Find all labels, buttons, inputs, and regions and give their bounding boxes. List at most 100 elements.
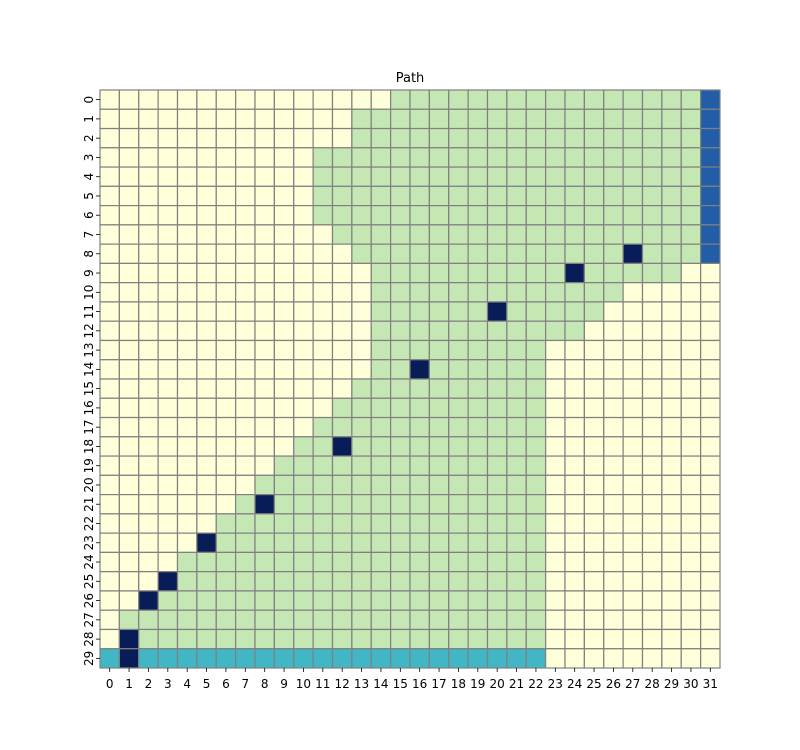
heatmap-cell	[641, 474, 663, 496]
heatmap-cell	[370, 108, 392, 130]
heatmap-cell	[312, 243, 334, 264]
heatmap-cell	[583, 648, 605, 669]
heatmap-cell	[545, 166, 566, 187]
heatmap-cell	[564, 224, 585, 245]
heatmap-cell	[254, 455, 275, 476]
y-tick-label: 24	[82, 554, 96, 569]
heatmap-cell	[273, 532, 295, 554]
heatmap-cell	[157, 590, 179, 611]
heatmap-cell	[273, 243, 295, 264]
heatmap-cell	[196, 474, 217, 496]
heatmap-cell	[506, 378, 527, 399]
heatmap-cell	[428, 397, 450, 419]
y-tick-label: 10	[82, 285, 96, 300]
heatmap-cell	[486, 320, 508, 342]
heatmap-cell	[409, 416, 430, 438]
heatmap-cell	[254, 262, 275, 284]
heatmap-cell	[196, 628, 217, 650]
heatmap-cell	[603, 359, 624, 380]
heatmap-cell	[99, 628, 120, 650]
heatmap-cell	[138, 436, 159, 457]
heatmap-cell	[409, 224, 430, 245]
heatmap-cell	[603, 609, 624, 631]
heatmap-cell	[351, 474, 372, 496]
heatmap-cell	[603, 147, 624, 168]
heatmap-cell	[370, 205, 392, 226]
heatmap-cell	[506, 243, 527, 264]
heatmap-cell	[157, 243, 179, 264]
heatmap-cell	[390, 474, 411, 496]
heatmap-cell	[176, 185, 198, 207]
heatmap-cell	[293, 359, 314, 380]
heatmap-cell	[700, 436, 721, 457]
y-tick-label: 4	[82, 173, 96, 181]
heatmap-cell	[235, 628, 256, 650]
x-tick-label: 17	[431, 677, 446, 691]
heatmap-cell	[680, 551, 702, 573]
y-tick-label: 14	[82, 362, 96, 377]
heatmap-cell	[273, 571, 295, 592]
path-point-cell	[118, 648, 140, 669]
heatmap-cell	[351, 590, 372, 611]
heatmap-cell	[157, 301, 179, 322]
heatmap-cell	[680, 205, 702, 226]
heatmap-cell	[215, 532, 237, 554]
heatmap-cell	[583, 205, 605, 226]
heatmap-cell	[351, 108, 372, 130]
heatmap-cell	[622, 378, 644, 399]
heatmap-cell	[138, 185, 159, 207]
heatmap-cell	[467, 378, 489, 399]
heatmap-cell	[448, 205, 469, 226]
heatmap-cell	[273, 282, 295, 303]
heatmap-cell	[661, 628, 682, 650]
heatmap-cell	[293, 436, 314, 457]
heatmap-cell	[467, 205, 489, 226]
heatmap-cell	[254, 590, 275, 611]
heatmap-cell	[545, 590, 566, 611]
heatmap-cell	[409, 436, 430, 457]
y-tick-label: 19	[82, 458, 96, 473]
heatmap-cell	[564, 301, 585, 322]
heatmap-cell	[331, 532, 353, 554]
heatmap-cell	[545, 224, 566, 245]
heatmap-cell	[235, 224, 256, 245]
heatmap-cell	[467, 282, 489, 303]
heatmap-cell	[215, 551, 237, 573]
heatmap-cell	[467, 455, 489, 476]
heatmap-cell	[486, 590, 508, 611]
heatmap-cell	[215, 205, 237, 226]
heatmap-cell	[428, 262, 450, 284]
y-tick-label: 8	[82, 250, 96, 258]
y-tick-label: 11	[82, 304, 96, 319]
heatmap-cell	[293, 590, 314, 611]
x-tick-label: 9	[280, 677, 288, 691]
heatmap-cell	[428, 378, 450, 399]
heatmap-cell	[622, 609, 644, 631]
y-tick-label: 0	[82, 96, 96, 104]
heatmap-cell	[273, 108, 295, 130]
heatmap-cell	[603, 628, 624, 650]
heatmap-cell	[583, 494, 605, 515]
heatmap-cell	[409, 571, 430, 592]
heatmap-cell	[428, 436, 450, 457]
heatmap-cell	[215, 262, 237, 284]
heatmap-cell	[235, 474, 256, 496]
heatmap-cell	[215, 185, 237, 207]
heatmap-cell	[312, 494, 334, 515]
heatmap-cell	[138, 301, 159, 322]
heatmap-cell	[486, 571, 508, 592]
heatmap-cell	[157, 262, 179, 284]
x-tick-label: 16	[412, 677, 427, 691]
heatmap-cell	[564, 243, 585, 264]
heatmap-cell	[486, 166, 508, 187]
heatmap-cell	[157, 205, 179, 226]
heatmap-cell	[448, 494, 469, 515]
heatmap-cell	[196, 205, 217, 226]
heatmap-cell	[138, 494, 159, 515]
heatmap-cell	[641, 378, 663, 399]
heatmap-cell	[235, 301, 256, 322]
heatmap-cell	[661, 205, 682, 226]
heatmap-cell	[525, 436, 547, 457]
heatmap-cell	[525, 571, 547, 592]
heatmap-cell	[331, 320, 353, 342]
